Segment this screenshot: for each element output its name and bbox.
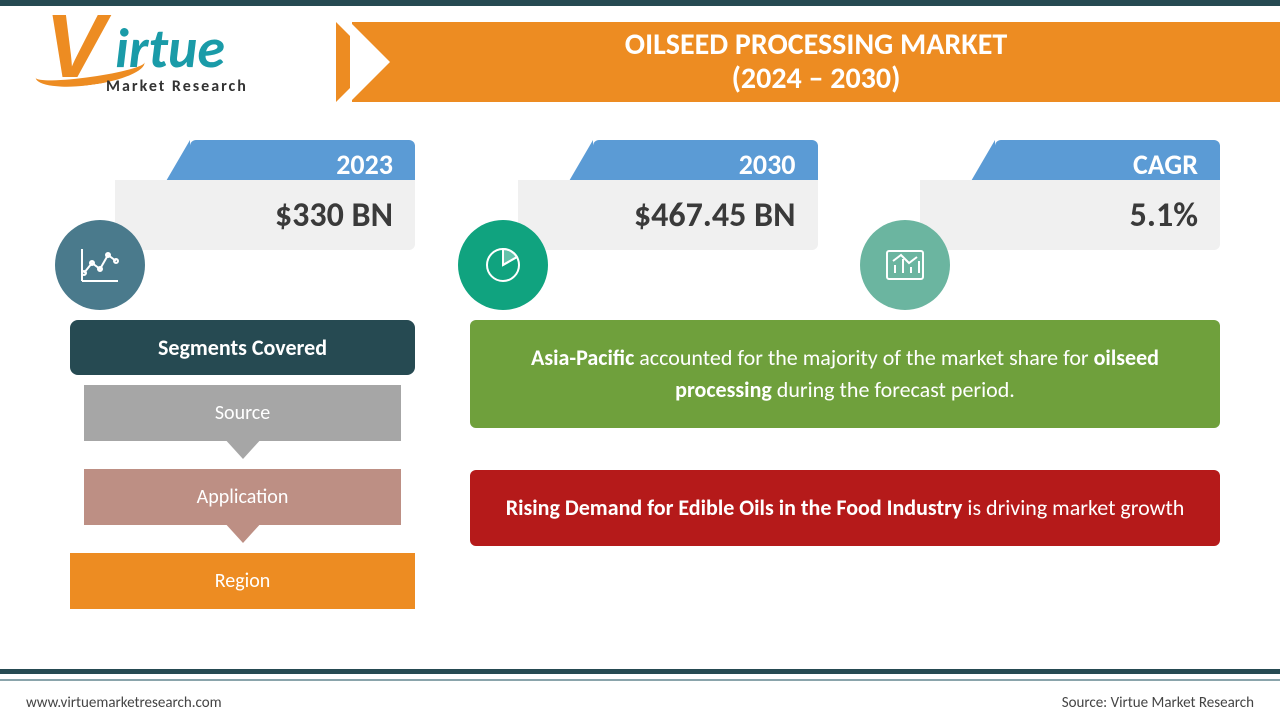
infographic-page: V irtue Market Research OILSEED PROCESSI… [0, 0, 1280, 720]
header-chevron-gap [350, 22, 390, 102]
insight-text: is driving market growth [962, 494, 1184, 521]
stat-icon-circle [860, 220, 950, 310]
footer: www.virtuemarketresearch.com Source: Vir… [26, 694, 1254, 712]
segments-column: Segments Covered Source Application Regi… [70, 320, 415, 609]
stat-value: $467.45 BN [518, 180, 818, 250]
logo-letter: V [45, 5, 105, 91]
insight-text: during the forecast period. [772, 376, 1015, 403]
insight-driver: Rising Demand for Edible Oils in the Foo… [470, 470, 1220, 546]
stat-value: $330 BN [115, 180, 415, 250]
pie-chart-icon [479, 241, 527, 289]
logo-subline: Market Research [106, 77, 248, 96]
insight-text: accounted for the majority of the market… [634, 344, 1093, 371]
page-title-line1: OILSEED PROCESSING MARKET [625, 28, 1007, 63]
segment-box-application: Application [84, 469, 401, 525]
stat-value: 5.1% [920, 180, 1220, 250]
chevron-down-icon [223, 437, 263, 459]
stat-icon-circle [458, 220, 548, 310]
footer-thin-rule [0, 679, 1280, 681]
segments-heading: Segments Covered [70, 320, 415, 375]
insight-bold: Rising Demand for Edible Oils in the Foo… [506, 494, 963, 521]
footer-source: Source: Virtue Market Research [1062, 694, 1254, 712]
header-banner: OILSEED PROCESSING MARKET (2024 – 2030) [352, 22, 1280, 102]
logo-word: irtue [115, 15, 225, 83]
brand-logo: V irtue Market Research [20, 5, 340, 100]
chevron-down-icon [223, 521, 263, 543]
segment-box-source: Source [84, 385, 401, 441]
page-title-line2: (2024 – 2030) [732, 62, 901, 97]
stat-icon-circle [55, 220, 145, 310]
bar-chart-icon [881, 241, 929, 289]
segment-box-region: Region [70, 553, 415, 609]
footer-url: www.virtuemarketresearch.com [26, 694, 222, 712]
line-chart-icon [76, 241, 124, 289]
insight-bold: Asia-Pacific [531, 344, 634, 371]
insight-region: Asia-Pacific accounted for the majority … [470, 320, 1220, 428]
